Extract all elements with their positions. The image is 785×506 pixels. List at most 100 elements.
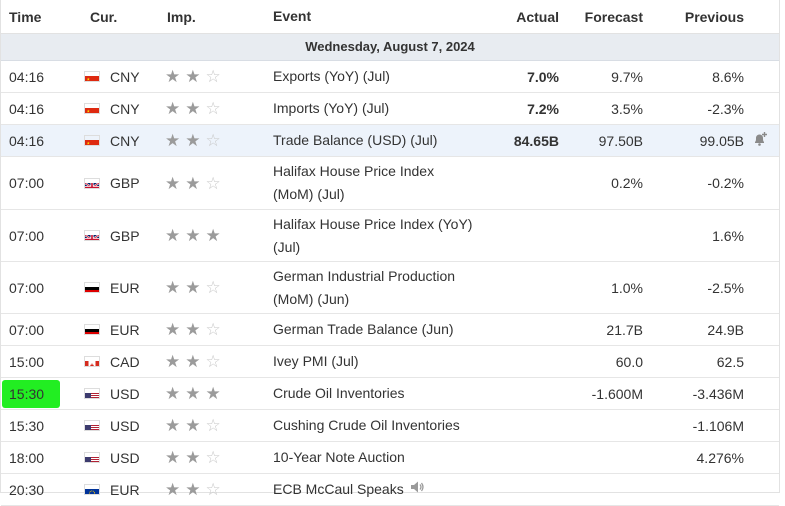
star-icon: ☆ <box>205 480 221 499</box>
header-forecast: Forecast <box>584 8 643 25</box>
event-name[interactable]: 10-Year Note Auction <box>263 446 477 469</box>
uk-flag-icon <box>84 177 100 189</box>
table-row[interactable]: 15:30 USD ★ ★ ★ Crude Oil Inventories -1.600M -… <box>1 378 779 410</box>
table-row[interactable]: 04:16 ★ CNY ★ ★ ☆ Exports (YoY) (Jul) 7.0% 9.7% 8… <box>1 61 779 93</box>
star-icon: ☆ <box>205 173 221 193</box>
forecast-value: 3.5% <box>611 100 643 117</box>
previous-value: 1.6% <box>712 227 744 244</box>
event-name-text[interactable]: Cushing Crude Oil Inventories <box>273 417 460 433</box>
event-name-text[interactable]: Halifax House Price Index (MoM) (Jul) <box>273 163 435 202</box>
header-actual: Actual <box>516 8 559 25</box>
table-row[interactable]: 18:00 USD ★ ★ ☆ 10-Year Note Auction 4.276% <box>1 442 779 474</box>
star-icon: ☆ <box>205 352 221 371</box>
star-icon: ★ <box>185 352 201 371</box>
star-icon: ★ <box>185 99 201 118</box>
table-row[interactable]: 07:00 GBP ★ ★ ☆ Halifax House Price Index (Mo… <box>1 157 779 210</box>
event-name-text[interactable]: Trade Balance (USD) (Jul) <box>273 132 438 148</box>
bell-plus-icon[interactable] <box>752 131 768 150</box>
star-icon: ☆ <box>205 131 221 150</box>
event-name[interactable]: Exports (YoY) (Jul) <box>263 65 477 88</box>
event-currency: EUR <box>76 280 157 296</box>
event-currency: EUR <box>76 322 157 338</box>
forecast-value: 60.0 <box>615 353 643 370</box>
table-row[interactable]: 07:00 EUR ★ ★ ☆ German Trade Balance (Jun) 21.… <box>1 314 779 346</box>
star-icon: ★ <box>165 278 181 297</box>
event-name-text[interactable]: 10-Year Note Auction <box>273 449 405 465</box>
star-icon: ★ <box>165 173 181 193</box>
event-name[interactable]: Imports (YoY) (Jul) <box>263 97 477 120</box>
speaker-icon[interactable] <box>410 478 424 501</box>
header-event: Event <box>273 8 312 24</box>
event-name-text[interactable]: Halifax House Price Index (YoY) (Jul) <box>273 215 473 255</box>
forecast-value: 0.2% <box>611 175 643 191</box>
star-icon: ★ <box>165 352 181 371</box>
event-name[interactable]: Cushing Crude Oil Inventories <box>263 414 477 437</box>
event-time: 07:00 <box>1 280 76 296</box>
event-time-text: 18:00 <box>9 449 45 466</box>
alert-cell <box>744 131 776 150</box>
event-time-text: 07:00 <box>9 279 45 296</box>
importance-rating: ★ ★ ☆ <box>157 449 263 466</box>
previous-value: -1.106M <box>692 417 744 434</box>
china-flag-icon: ★ <box>84 135 100 146</box>
us-flag-icon <box>84 452 100 463</box>
previous-value: -2.3% <box>707 100 744 117</box>
table-row[interactable]: 04:16 ★ CNY ★ ★ ☆ Trade Balance (USD) (Jul) 84.… <box>1 125 779 157</box>
event-time-text: 07:00 <box>9 321 45 338</box>
star-icon: ★ <box>165 320 181 339</box>
importance-rating: ★ ★ ☆ <box>157 481 263 498</box>
event-name-text[interactable]: Exports (YoY) (Jul) <box>273 68 390 84</box>
actual-value: 7.2% <box>527 100 559 117</box>
event-name[interactable]: Halifax House Price Index (YoY) (Jul) <box>263 213 477 259</box>
event-name-text[interactable]: Imports (YoY) (Jul) <box>273 100 390 116</box>
header-currency: Cur. <box>76 9 157 25</box>
event-time-text: 20:30 <box>9 481 45 498</box>
table-row[interactable]: 15:30 USD ★ ★ ☆ Cushing Crude Oil Inventories… <box>1 410 779 442</box>
event-name-text[interactable]: Ivey PMI (Jul) <box>273 353 359 369</box>
event-name[interactable]: Halifax House Price Index (MoM) (Jul) <box>263 160 477 206</box>
event-currency: ★ CNY <box>76 101 157 117</box>
event-rows: 04:16 ★ CNY ★ ★ ☆ Exports (YoY) (Jul) 7.0% 9.7% 8… <box>1 61 779 506</box>
table-row[interactable]: 20:30 EUR ★ ★ ☆ ECB McCaul Speaks <box>1 474 779 506</box>
star-icon: ★ <box>165 99 181 118</box>
us-flag-icon <box>84 420 100 431</box>
event-time: 15:00 <box>1 354 76 370</box>
event-name-text[interactable]: ECB McCaul Speaks <box>273 480 404 497</box>
event-name-text[interactable]: German Industrial Production (MoM) (Jun) <box>273 267 456 307</box>
forecast-value: 1.0% <box>611 279 643 296</box>
eu-flag-icon <box>84 484 100 495</box>
header-importance: Imp. <box>167 8 196 25</box>
event-currency: USD <box>76 386 157 402</box>
previous-value: -2.5% <box>707 279 744 296</box>
event-name[interactable]: German Industrial Production (MoM) (Jun) <box>263 265 477 311</box>
star-icon: ★ <box>165 131 181 150</box>
currency-code: EUR <box>110 481 140 498</box>
event-name-text[interactable]: German Trade Balance (Jun) <box>273 321 454 337</box>
event-currency: USD <box>76 450 157 466</box>
currency-code: USD <box>110 449 140 466</box>
highlighter-mark <box>2 379 60 408</box>
importance-rating: ★ ★ ☆ <box>157 175 263 192</box>
event-name[interactable]: Ivey PMI (Jul) <box>263 350 477 373</box>
event-name[interactable]: ECB McCaul Speaks <box>263 478 477 502</box>
previous-value: 4.276% <box>696 449 744 466</box>
event-time: 04:16 <box>1 69 76 85</box>
star-icon: ☆ <box>205 99 221 118</box>
previous-value: 62.5 <box>716 353 744 370</box>
currency-code: CNY <box>110 100 140 117</box>
importance-rating: ★ ★ ☆ <box>157 321 263 338</box>
currency-code: GBP <box>110 175 140 191</box>
star-icon: ★ <box>185 67 201 86</box>
event-name-text[interactable]: Crude Oil Inventories <box>273 385 405 401</box>
star-icon: ☆ <box>205 278 221 297</box>
table-row[interactable]: 07:00 EUR ★ ★ ☆ German Industrial Production … <box>1 262 779 314</box>
event-name[interactable]: Trade Balance (USD) (Jul) <box>263 129 477 152</box>
event-name[interactable]: German Trade Balance (Jun) <box>263 318 477 341</box>
table-row[interactable]: 04:16 ★ CNY ★ ★ ☆ Imports (YoY) (Jul) 7.2% 3.5% -… <box>1 93 779 125</box>
table-row[interactable]: 07:00 GBP ★ ★ ★ Halifax House Price Index (Yo… <box>1 210 779 262</box>
currency-code: USD <box>110 385 140 402</box>
table-row[interactable]: 15:00 CAD ★ ★ ☆ Ivey PMI (Jul) 60.0 62.5 <box>1 346 779 378</box>
event-name[interactable]: Crude Oil Inventories <box>263 382 477 405</box>
star-icon: ★ <box>165 384 181 403</box>
event-currency: GBP <box>76 175 157 191</box>
